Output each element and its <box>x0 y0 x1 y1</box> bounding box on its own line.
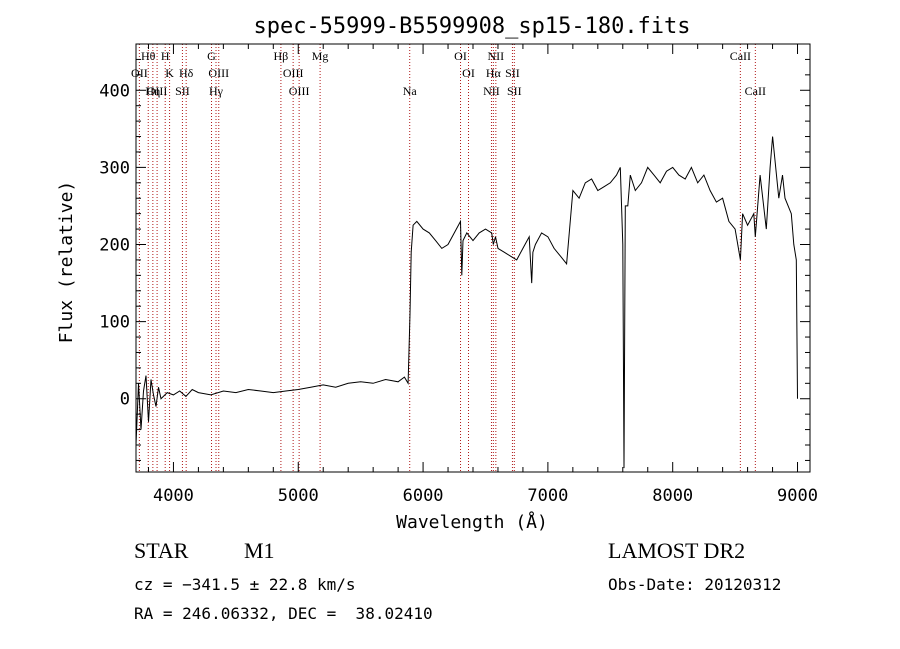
y-tick-label: 300 <box>99 158 130 178</box>
spectral-line-label: Mg <box>312 49 329 63</box>
spectral-line-label: OI <box>462 66 475 80</box>
spectral-line-label: OI <box>454 49 467 63</box>
survey-name: LAMOST DR2 <box>608 538 746 563</box>
y-tick-label: 400 <box>99 81 130 101</box>
spectral-line-label: OII <box>131 66 148 80</box>
y-axis: 0 100 200 300 400 <box>99 58 810 461</box>
spectral-line-label: K <box>165 66 174 80</box>
spectral-line-label: Hθ <box>141 49 156 63</box>
y-tick-label: 200 <box>99 236 130 256</box>
y-tick-label: 100 <box>99 313 130 333</box>
spectral-line-label: SII <box>175 84 190 98</box>
spectral-line-label: SII <box>505 66 520 80</box>
x-axis-label: Wavelength (Å) <box>396 511 548 533</box>
x-tick-label: 4000 <box>153 486 194 506</box>
spectral-line-label: Na <box>403 84 418 98</box>
plot-frame <box>135 43 811 473</box>
spectral-line-label: G <box>207 49 216 63</box>
y-axis-label: Flux (relative) <box>56 181 77 344</box>
spectral-line-label: OIII <box>208 66 229 80</box>
spectral-line-label: OIII <box>147 84 168 98</box>
spectral-line-label: CaII <box>745 84 766 98</box>
x-tick-label: 8000 <box>652 486 693 506</box>
x-tick-label: 5000 <box>278 486 319 506</box>
x-axis: 4000 5000 6000 7000 8000 9000 <box>147 44 818 506</box>
spectral-line-label: OIII <box>283 66 304 80</box>
chart-title: spec-55999-B5599908_sp15-180.fits <box>253 14 690 39</box>
object-subclass: M1 <box>244 538 275 563</box>
spectral-line-label: Hδ <box>179 66 194 80</box>
spectral-line-label: Hα <box>486 66 502 80</box>
spectral-line-markers <box>138 44 756 472</box>
object-class: STAR <box>134 538 189 563</box>
spectral-line-label: Hγ <box>209 84 224 98</box>
spectral-line-label: Hβ <box>274 49 289 63</box>
x-tick-label: 9000 <box>777 486 818 506</box>
x-tick-label: 7000 <box>527 486 568 506</box>
y-tick-label: 0 <box>120 390 130 410</box>
coordinates-readout: RA = 246.06332, DEC = 38.02410 <box>134 604 433 623</box>
spectral-line-label: OIII <box>289 84 310 98</box>
spectrum-series-line <box>135 136 798 469</box>
spectral-line-label: NII <box>483 84 500 98</box>
x-tick-label: 6000 <box>403 486 444 506</box>
observation-date: Obs-Date: 20120312 <box>608 575 782 594</box>
spectral-line-label: H <box>161 49 170 63</box>
velocity-readout: cz = −341.5 ± 22.8 km/s <box>134 575 356 594</box>
spectral-line-label: CaII <box>730 49 751 63</box>
spectral-line-label: Hη <box>145 84 160 98</box>
spectral-line-label: NII <box>488 49 505 63</box>
spectral-line-label: SII <box>507 84 522 98</box>
